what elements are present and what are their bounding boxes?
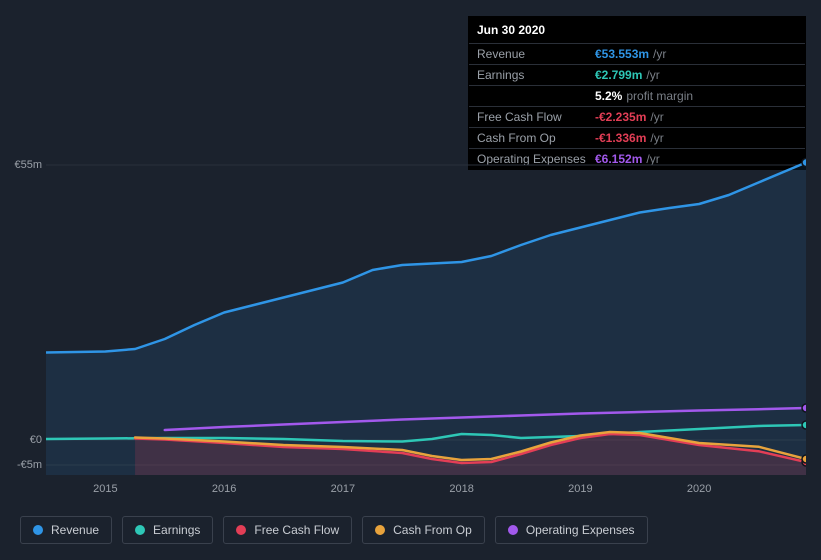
legend-dot [236, 525, 246, 535]
y-axis-label: €55m [12, 159, 42, 171]
legend-dot [135, 525, 145, 535]
tooltip-date: Jun 30 2020 [469, 17, 805, 44]
y-axis-label: -€5m [12, 459, 42, 471]
y-axis-label: €0 [12, 434, 42, 446]
x-axis-label: 2018 [449, 483, 473, 495]
legend-item[interactable]: Cash From Op [362, 516, 485, 544]
tooltip-row-label: Revenue [477, 47, 595, 61]
legend-dot [508, 525, 518, 535]
legend-label: Free Cash Flow [254, 523, 339, 537]
tooltip-row-value: €2.799m/yr [595, 68, 660, 82]
tooltip-subrow: 5.2%profit margin [469, 86, 805, 107]
tooltip-row-label: Cash From Op [477, 131, 595, 145]
tooltip-row-label: Free Cash Flow [477, 110, 595, 124]
tooltip-row-value: -€1.336m/yr [595, 131, 664, 145]
legend-label: Earnings [153, 523, 200, 537]
legend: Revenue Earnings Free Cash Flow Cash From O… [20, 516, 648, 544]
legend-item[interactable]: Earnings [122, 516, 213, 544]
tooltip-row-value: €53.553m/yr [595, 47, 666, 61]
earnings-revenue-chart: €55m€0-€5m 201520162017201820192020 [18, 155, 806, 485]
data-tooltip: Jun 30 2020 Revenue€53.553m/yrEarnings€2… [468, 16, 806, 170]
x-axis-label: 2017 [331, 483, 355, 495]
legend-label: Cash From Op [393, 523, 472, 537]
legend-label: Revenue [51, 523, 99, 537]
legend-dot [33, 525, 43, 535]
chart-svg [46, 155, 806, 475]
x-axis-label: 2020 [687, 483, 711, 495]
x-axis-label: 2015 [93, 483, 117, 495]
tooltip-row-value: -€2.235m/yr [595, 110, 664, 124]
legend-label: Operating Expenses [526, 523, 635, 537]
x-axis-label: 2019 [568, 483, 592, 495]
x-axis-label: 2016 [212, 483, 236, 495]
legend-item[interactable]: Revenue [20, 516, 112, 544]
legend-dot [375, 525, 385, 535]
tooltip-row-label: Earnings [477, 68, 595, 82]
tooltip-row: Cash From Op-€1.336m/yr [469, 128, 805, 149]
legend-item[interactable]: Free Cash Flow [223, 516, 352, 544]
tooltip-row: Revenue€53.553m/yr [469, 44, 805, 65]
tooltip-row: Earnings€2.799m/yr [469, 65, 805, 86]
tooltip-row: Free Cash Flow-€2.235m/yr [469, 107, 805, 128]
legend-item[interactable]: Operating Expenses [495, 516, 648, 544]
